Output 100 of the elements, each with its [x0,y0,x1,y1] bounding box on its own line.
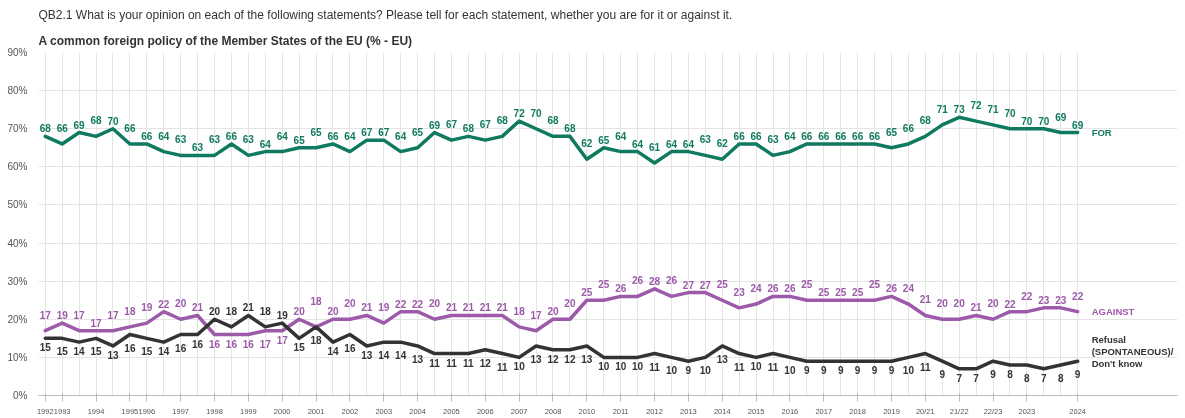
data-label: 10 [699,365,712,377]
data-label: 66 [818,130,830,142]
data-label: 73 [953,104,966,116]
data-label: 66 [852,130,864,142]
data-label: 17 [107,309,119,321]
data-label: 15 [90,346,103,358]
data-label: 61 [648,142,661,154]
data-label: 67 [445,119,458,131]
data-label: 64 [158,130,170,142]
data-label: 20 [547,306,559,318]
data-label: 9 [804,365,811,377]
data-label: 20 [428,298,441,310]
data-label: 10 [665,365,678,377]
data-label: 21 [479,302,492,314]
data-label: 68 [90,115,103,127]
data-label: 9 [939,369,946,381]
data-label: 20 [175,298,187,310]
data-label: 20 [564,298,576,310]
data-label: 8 [1007,369,1014,381]
data-label: 26 [665,275,678,287]
y-tick-label: 80% [7,85,28,97]
data-label: 16 [192,338,204,350]
data-label: 13 [361,349,373,361]
series-label: Refusal (SPONTANEOUS)/ Don't know [1091,334,1174,370]
y-tick-label: 70% [7,123,28,135]
data-label: 68 [496,115,509,127]
data-label: 66 [141,130,153,142]
data-label: 72 [513,108,526,120]
data-label: 7 [973,372,980,384]
data-label: 65 [598,134,610,146]
data-label: 20 [208,306,221,318]
data-label: 27 [682,279,695,291]
data-label: 69 [428,119,441,131]
data-label: 18 [225,305,238,317]
data-label: 21 [919,294,932,306]
data-label: 7 [1041,372,1048,384]
data-label: 66 [902,122,915,134]
data-label: 62 [716,138,729,150]
data-label: 22 [158,298,170,310]
data-label: 20 [344,298,356,310]
series-label: AGAINST [1091,306,1135,318]
data-label: 9 [854,365,861,377]
data-label: 64 [784,130,796,142]
data-label: 15 [56,346,69,358]
data-label: 16 [225,338,238,350]
y-tick-label: 30% [7,275,28,287]
data-label: 25 [801,279,813,291]
data-label: 21 [970,302,983,314]
data-label: 19 [56,310,69,322]
data-label: 69 [1055,111,1067,123]
data-label: 70 [1038,115,1050,127]
data-label: 72 [970,100,983,112]
data-label: 25 [835,287,847,299]
data-label: 65 [310,126,323,138]
data-label: 8 [1024,373,1031,385]
data-label: 11 [649,361,661,373]
data-label: 17 [259,338,272,350]
data-label: 10 [784,365,796,377]
data-label: 14 [158,346,170,358]
data-label: 70 [1004,107,1016,119]
data-label: 23 [1055,294,1067,306]
data-label: 28 [648,275,661,287]
data-label: 22 [412,298,424,310]
data-label: 63 [175,134,187,146]
y-tick-label: 0% [13,390,28,401]
data-label: 11 [463,357,475,369]
data-label: 20 [953,298,966,310]
data-label: 15 [39,342,52,354]
data-label: 24 [750,283,763,295]
data-label: 21 [496,302,509,314]
data-label: 11 [496,361,508,373]
data-label: 25 [716,279,729,291]
data-label: 26 [784,283,796,295]
data-label: 16 [208,338,221,350]
data-label: 13 [107,349,119,361]
data-label: 13 [581,353,593,365]
data-label: 20 [987,298,1000,310]
data-label: 62 [581,138,593,150]
data-label: 17 [530,309,543,321]
data-label: 20 [327,306,339,318]
data-label: 19 [378,302,390,314]
data-label: 68 [39,123,52,135]
data-label: 12 [547,353,559,365]
data-label: 20 [936,298,949,310]
data-label: 10 [598,361,610,373]
data-label: 18 [259,305,272,317]
data-label: 63 [192,142,204,154]
data-label: 26 [767,283,780,295]
data-label: 13 [412,353,424,365]
data-label: 18 [513,305,526,317]
data-label: 22 [1021,290,1033,302]
data-label: 22 [395,298,407,310]
data-label: 18 [310,334,323,346]
data-label: 66 [225,130,238,142]
data-label: 65 [412,126,424,138]
data-label: 15 [293,342,306,354]
data-label: 66 [56,122,69,134]
data-label: 64 [682,138,695,150]
data-label: 10 [750,361,763,373]
data-label: 16 [124,342,136,354]
